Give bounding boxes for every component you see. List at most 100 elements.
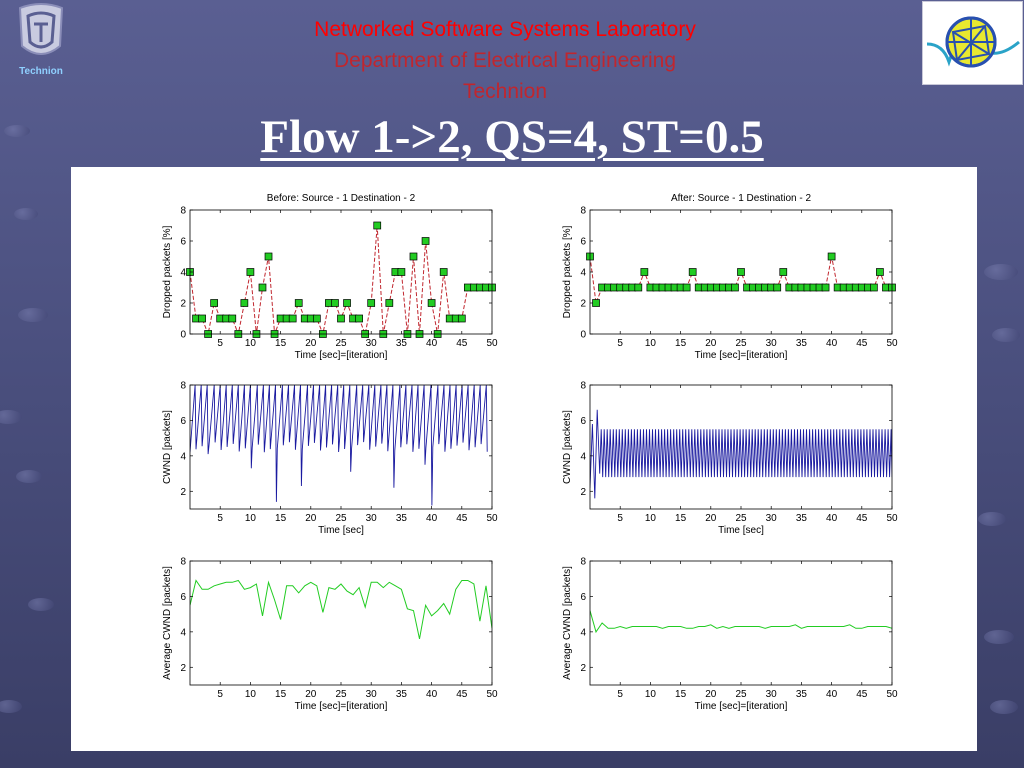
- y-tick-label: 6: [580, 237, 586, 248]
- x-tick-label: 20: [705, 338, 717, 349]
- data-point: [409, 252, 418, 261]
- x-tick-label: 40: [426, 338, 438, 349]
- chart-after-cwnd: 5 10 15 20 25 30 35 40 45 50 2 4 6 8 Time [sec] CWND [p…: [562, 381, 898, 537]
- y-tick-label: 8: [180, 557, 186, 568]
- y-axis-label: Dropped packets [%]: [162, 225, 173, 318]
- data-point: [779, 268, 788, 276]
- y-axis-label: Average CWND [packets]: [562, 566, 573, 680]
- x-tick-label: 5: [217, 513, 223, 524]
- x-tick-label: 20: [305, 338, 317, 349]
- data-point: [457, 314, 466, 323]
- data-point: [421, 237, 430, 245]
- data-point: [682, 283, 691, 292]
- x-tick-label: 15: [275, 513, 287, 524]
- y-tick-label: 0: [180, 330, 186, 341]
- data-point: [312, 314, 321, 323]
- data-point: [640, 268, 649, 276]
- y-tick-label: 0: [580, 330, 586, 341]
- x-tick-label: 35: [396, 338, 408, 349]
- decor-dot: [984, 630, 1014, 644]
- x-tick-label: 30: [366, 338, 378, 349]
- x-tick-label: 35: [796, 689, 808, 700]
- x-tick-label: 50: [486, 689, 498, 700]
- technion-logo: Technion: [6, 2, 76, 80]
- data-point: [258, 283, 267, 292]
- data-point: [592, 299, 600, 307]
- data-point: [355, 314, 363, 323]
- y-tick-label: 2: [580, 299, 586, 310]
- chart-before-dropped: 5 10 15 20 25 30 35 40 45 50 0 2 4 6 8 Before: Source -…: [162, 193, 498, 361]
- x-tick-label: 50: [886, 513, 898, 524]
- y-tick-label: 2: [180, 663, 186, 674]
- data-point: [870, 283, 878, 292]
- x-tick-label: 30: [766, 513, 778, 524]
- decor-dot: [18, 308, 48, 322]
- x-tick-label: 15: [275, 689, 287, 700]
- decor-dot: [990, 700, 1018, 714]
- x-tick-label: 25: [335, 338, 347, 349]
- chart-title: After: Source - 1 Destination - 2: [671, 193, 812, 204]
- chart-after-dropped: 5 10 15 20 25 30 35 40 45 50 0 2 4 6 8 After: Source - …: [562, 193, 898, 361]
- x-tick-label: 25: [735, 338, 747, 349]
- y-tick-label: 2: [180, 487, 186, 498]
- y-tick-label: 6: [580, 592, 586, 603]
- x-tick-label: 45: [856, 338, 868, 349]
- y-tick-label: 4: [580, 627, 586, 638]
- y-tick-label: 2: [180, 299, 186, 310]
- x-tick-label: 45: [456, 689, 468, 700]
- x-tick-label: 50: [486, 513, 498, 524]
- data-point: [367, 299, 376, 307]
- department-name: Department of Electrical Engineering: [333, 49, 676, 72]
- series-line: [190, 579, 492, 640]
- x-tick-label: 20: [705, 513, 717, 524]
- x-tick-label: 10: [645, 689, 657, 700]
- y-tick-label: 8: [580, 206, 586, 217]
- decor-dot: [14, 208, 38, 220]
- y-tick-label: 8: [180, 206, 186, 217]
- x-tick-label: 25: [335, 513, 347, 524]
- data-point: [343, 299, 351, 307]
- x-tick-label: 40: [826, 513, 838, 524]
- x-tick-label: 10: [245, 513, 257, 524]
- x-tick-label: 35: [796, 338, 808, 349]
- y-tick-label: 8: [580, 381, 586, 392]
- x-tick-label: 15: [675, 513, 687, 524]
- x-tick-label: 10: [645, 513, 657, 524]
- x-tick-label: 45: [856, 513, 868, 524]
- x-tick-label: 20: [305, 689, 317, 700]
- slide-title: Flow 1->2, QS=4, ST=0.5: [260, 111, 764, 163]
- x-tick-label: 40: [426, 689, 438, 700]
- x-tick-label: 30: [766, 338, 778, 349]
- decor-dot: [28, 598, 54, 611]
- axes-box: [189, 560, 493, 686]
- series-line: [590, 256, 892, 304]
- data-point: [264, 252, 273, 261]
- y-tick-label: 6: [580, 416, 586, 427]
- data-point: [688, 268, 697, 276]
- x-axis-label: Time [sec]=[iteration]: [695, 350, 788, 361]
- data-point: [240, 299, 249, 307]
- data-point: [246, 268, 255, 276]
- decor-dot: [984, 264, 1018, 280]
- data-point: [737, 268, 745, 276]
- y-tick-label: 6: [180, 592, 186, 603]
- y-tick-label: 8: [580, 557, 586, 568]
- data-point: [228, 314, 237, 323]
- x-tick-label: 50: [486, 338, 498, 349]
- data-point: [373, 221, 382, 230]
- x-tick-label: 40: [826, 689, 838, 700]
- y-axis-label: CWND [packets]: [162, 410, 173, 484]
- chart-after-avg: 5 10 15 20 25 30 35 40 45 50 2 4 6 8 Time [sec]=[itera…: [562, 557, 898, 713]
- x-tick-label: 30: [366, 689, 378, 700]
- decor-dot: [0, 410, 22, 424]
- series-line: [190, 385, 488, 506]
- x-tick-label: 10: [645, 338, 657, 349]
- data-point: [210, 299, 219, 307]
- chart-before-avg: 5 10 15 20 25 30 35 40 45 50 2 4 6 8 Time [sec]=[itera…: [162, 557, 498, 713]
- x-axis-label: Time [sec]=[iteration]: [695, 701, 788, 712]
- x-tick-label: 5: [217, 689, 223, 700]
- data-point: [827, 252, 836, 261]
- lab-logo: [922, 1, 1023, 85]
- x-axis-label: Time [sec]: [718, 525, 764, 536]
